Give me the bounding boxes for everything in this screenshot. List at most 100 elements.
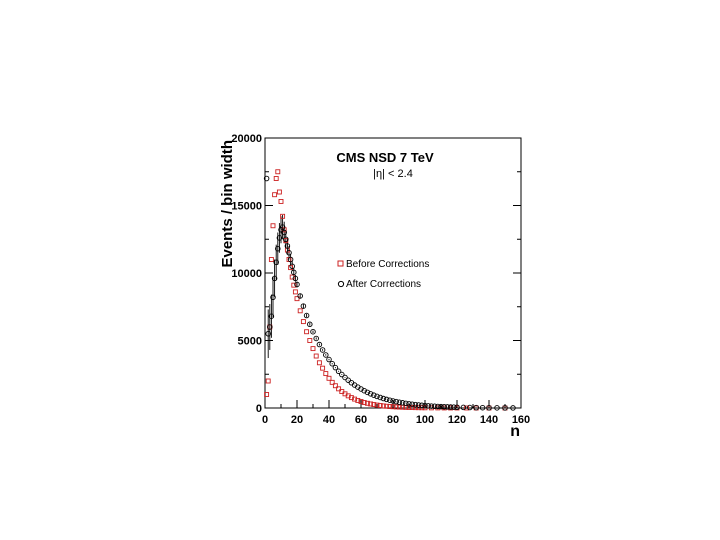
data-point-after (307, 321, 313, 328)
data-point-before (270, 223, 276, 229)
data-point-after (326, 356, 332, 363)
data-point-before (390, 404, 396, 410)
data-point-before (272, 192, 278, 198)
data-point-after (300, 303, 307, 309)
data-point-before (387, 404, 393, 409)
data-point-before (310, 346, 316, 352)
data-point-after (276, 235, 283, 241)
data-point-after (281, 229, 287, 236)
data-point-before (377, 403, 383, 408)
data-point-after (403, 400, 409, 407)
x-tick-label: 20 (291, 414, 303, 426)
data-point-before (307, 338, 313, 343)
legend-marker-before (337, 260, 344, 267)
data-point-after (431, 403, 438, 410)
data-point-after (342, 374, 348, 381)
data-point-before (316, 360, 322, 366)
axis-ticks: 0 20 40 60 80 100 120 140 160 0 5000 10000 15000 2000… (231, 133, 530, 426)
data-point-after (425, 403, 431, 409)
data-point-before (273, 176, 279, 181)
data-point-before (380, 403, 386, 409)
data-point-before (409, 405, 415, 410)
data-point-after (438, 403, 444, 410)
data-point-after (367, 391, 374, 397)
data-point-after (313, 335, 319, 342)
data-point-after (270, 294, 276, 301)
data-point-after (451, 404, 457, 410)
data-point-after (419, 402, 425, 409)
data-point-after (406, 401, 412, 407)
data-point-before (368, 401, 374, 407)
legend-label-before: Before Corrections (346, 259, 429, 270)
data-point-after (291, 269, 297, 276)
data-point-after (283, 236, 289, 242)
x-tick-label: 120 (448, 414, 466, 426)
data-point-before (288, 265, 294, 271)
data-point-before (268, 257, 274, 262)
data-point-after (292, 275, 299, 282)
x-tick-label: 140 (480, 414, 498, 426)
data-point-before (280, 213, 286, 219)
data-point-after (494, 405, 500, 411)
data-point-before (294, 296, 300, 302)
data-point-after (364, 389, 371, 396)
y-tick-label: 20000 (231, 133, 262, 145)
data-point-after (371, 392, 377, 398)
data-point-after (268, 313, 275, 319)
data-point-after (415, 402, 422, 408)
data-point-after (294, 281, 300, 288)
data-point-after (444, 404, 451, 410)
data-point-before (348, 395, 354, 401)
chart-title: CMS NSD 7 TeV (336, 150, 434, 165)
x-tick-label: 80 (387, 414, 399, 426)
data-point-after (278, 227, 284, 233)
data-point-after (332, 364, 339, 371)
data-point-after (473, 404, 479, 411)
data-point-after (310, 328, 316, 335)
data-point-before (313, 353, 319, 359)
data-point-before (275, 169, 281, 175)
data-point-after (286, 249, 292, 256)
data-point-before (358, 399, 364, 404)
data-point-after (289, 263, 295, 270)
data-point-before (384, 403, 390, 409)
data-point-before (278, 198, 284, 204)
data-point-after (361, 387, 367, 394)
data-point-after (323, 352, 329, 358)
data-point-after (275, 245, 281, 252)
data-point-after (467, 404, 473, 411)
x-axis-label: n (510, 423, 520, 440)
y-tick-label: 15000 (231, 201, 262, 213)
data-point-after (374, 393, 380, 400)
data-point-before (264, 392, 270, 397)
data-point-after (399, 400, 406, 406)
data-point-before (300, 319, 306, 325)
data-point-after (383, 396, 390, 403)
data-point-after (287, 256, 294, 263)
data-point-after (447, 404, 454, 410)
series-after-corrections (263, 175, 516, 411)
data-point-before (289, 274, 295, 280)
data-point-after (428, 403, 435, 409)
data-point-after (303, 312, 310, 319)
data-point-before (304, 329, 310, 335)
data-point-after (284, 243, 291, 249)
data-point-after (265, 331, 271, 337)
data-point-after (267, 324, 273, 330)
data-point-after (387, 397, 393, 403)
data-point-after (454, 404, 460, 410)
data-point-after (412, 401, 419, 408)
data-point-before (336, 386, 342, 392)
x-tick-label: 160 (512, 414, 530, 426)
data-point-after (409, 401, 415, 407)
data-point-after (273, 259, 279, 265)
data-point-before (464, 405, 470, 411)
data-point-after (335, 368, 342, 375)
x-tick-label: 100 (416, 414, 434, 426)
chart-subtitle: |η| < 2.4 (373, 168, 413, 180)
data-point-before (276, 189, 282, 195)
data-point-before (329, 379, 335, 385)
data-point-after (279, 224, 286, 230)
data-point-after (393, 398, 399, 405)
